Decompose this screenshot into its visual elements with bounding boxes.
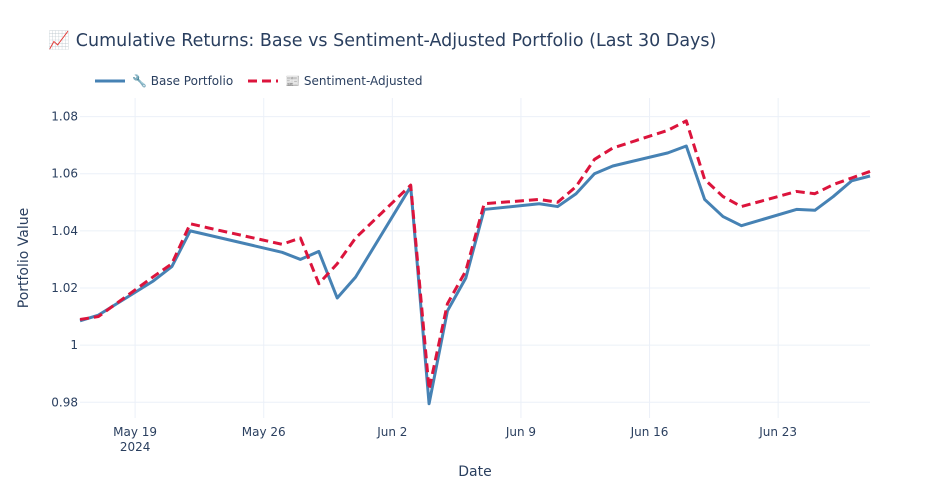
chart-title-icon: 📈 — [48, 31, 70, 51]
chart-title: 📈 Cumulative Returns: Base vs Sentiment-A… — [48, 31, 716, 51]
legend-swatch-base — [95, 79, 125, 83]
legend-label-base: 🔧 Base Portfolio — [132, 74, 234, 88]
x-tick-label: Jun 23 — [758, 425, 797, 439]
x-tick-label: May 26 — [242, 425, 286, 439]
legend-label-sentiment: 📰 Sentiment-Adjusted — [285, 74, 423, 88]
y-tick-label: 1.06 — [51, 167, 78, 181]
series-line-0 — [79, 144, 871, 406]
x-tick-label: Jun 9 — [505, 425, 536, 439]
grid-layer — [80, 98, 870, 418]
y-tick-label: 1.02 — [51, 281, 78, 295]
y-tick-label: 1 — [70, 338, 78, 352]
series-line-1 — [79, 119, 871, 391]
series-layer — [79, 119, 871, 406]
y-axis-title: Portfolio Value — [16, 208, 32, 309]
legend-item-base-portfolio[interactable]: 🔧 Base Portfolio — [94, 74, 233, 88]
chart-title-text: Cumulative Returns: Base vs Sentiment-Ad… — [75, 31, 717, 51]
y-tick-label: 1.08 — [51, 110, 78, 124]
legend: 🔧 Base Portfolio 📰 Sentiment-Adjusted — [94, 74, 437, 88]
x-tick-label: May 19 — [113, 425, 157, 439]
legend-item-sentiment-adjusted[interactable]: 📰 Sentiment-Adjusted — [247, 74, 423, 88]
x-tick-label: Jun 2 — [376, 425, 407, 439]
x-tick-label: Jun 16 — [630, 425, 669, 439]
x-axis-title: Date — [458, 464, 491, 480]
y-tick-label: 0.98 — [51, 395, 78, 409]
legend-swatch-sentiment — [248, 79, 279, 83]
x-tick-sublabel: 2024 — [120, 440, 151, 454]
y-tick-label: 1.04 — [51, 224, 78, 238]
